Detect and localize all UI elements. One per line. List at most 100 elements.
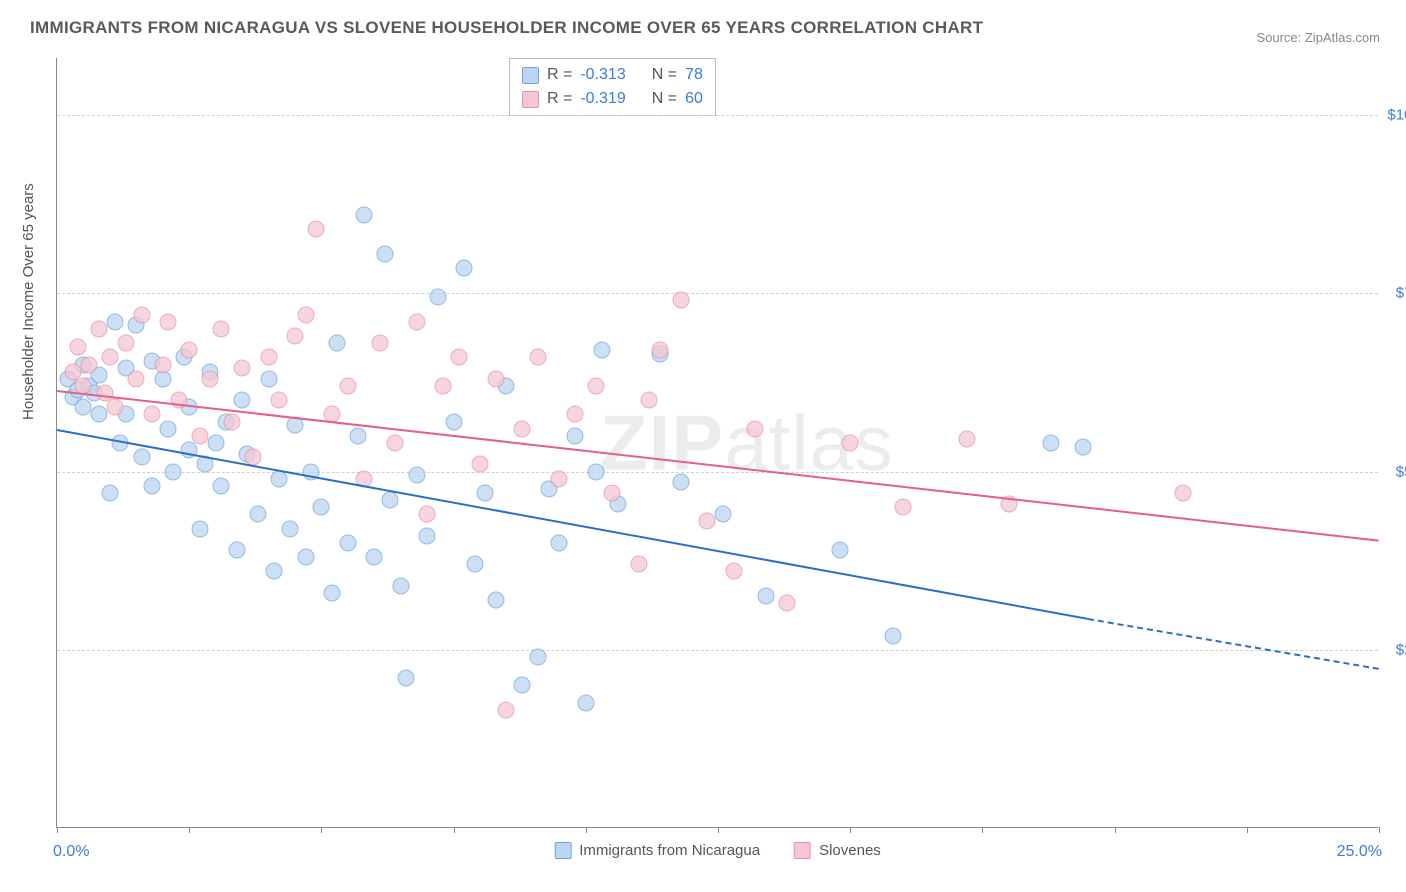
- correlation-legend: R = -0.313 N = 78 R = -0.319 N = 60: [509, 58, 716, 116]
- data-point: [630, 556, 647, 573]
- source-link[interactable]: ZipAtlas.com: [1305, 30, 1380, 45]
- data-point: [408, 313, 425, 330]
- legend-r-value-0: -0.313: [580, 63, 625, 87]
- legend-n-label: N =: [652, 87, 677, 111]
- data-point: [91, 406, 108, 423]
- gridline-h: [57, 115, 1378, 116]
- data-point: [672, 292, 689, 309]
- data-point: [577, 695, 594, 712]
- data-point: [350, 427, 367, 444]
- legend-r-label: R =: [547, 87, 572, 111]
- data-point: [117, 335, 134, 352]
- data-point: [191, 520, 208, 537]
- chart-title: IMMIGRANTS FROM NICARAGUA VS SLOVENE HOU…: [30, 18, 983, 38]
- data-point: [456, 260, 473, 277]
- source-label: Source:: [1256, 30, 1304, 45]
- data-point: [234, 392, 251, 409]
- data-point: [376, 246, 393, 263]
- data-point: [80, 356, 97, 373]
- legend-n-value-0: 78: [685, 63, 703, 87]
- data-point: [1175, 484, 1192, 501]
- data-point: [271, 392, 288, 409]
- gridline-h: [57, 650, 1378, 651]
- data-point: [207, 435, 224, 452]
- data-point: [144, 406, 161, 423]
- y-tick-label: $75,000: [1386, 285, 1406, 302]
- data-point: [228, 541, 245, 558]
- data-point: [699, 513, 716, 530]
- data-point: [133, 449, 150, 466]
- data-point: [154, 356, 171, 373]
- data-point: [75, 399, 92, 416]
- data-point: [260, 349, 277, 366]
- data-point: [144, 477, 161, 494]
- data-point: [419, 506, 436, 523]
- data-point: [831, 541, 848, 558]
- data-point: [747, 420, 764, 437]
- swatch-slovenes: [794, 842, 811, 859]
- y-tick-label: $100,000: [1386, 107, 1406, 124]
- regression-line: [57, 429, 1089, 620]
- data-point: [466, 556, 483, 573]
- x-axis-max: 25.0%: [1337, 843, 1382, 861]
- data-point: [339, 377, 356, 394]
- data-point: [498, 702, 515, 719]
- data-point: [842, 435, 859, 452]
- data-point: [329, 335, 346, 352]
- data-point: [70, 338, 87, 355]
- series-name-1: Slovenes: [819, 842, 881, 859]
- data-point: [107, 399, 124, 416]
- data-point: [672, 474, 689, 491]
- data-point: [604, 484, 621, 501]
- legend-item-nicaragua: Immigrants from Nicaragua: [554, 842, 760, 859]
- legend-n-label: N =: [652, 63, 677, 87]
- legend-r-value-1: -0.319: [580, 87, 625, 111]
- data-point: [514, 677, 531, 694]
- data-point: [641, 392, 658, 409]
- data-point: [530, 349, 547, 366]
- legend-r-label: R =: [547, 63, 572, 87]
- data-point: [1043, 435, 1060, 452]
- series-legend: Immigrants from Nicaragua Slovenes: [554, 842, 881, 859]
- legend-row-slovenes: R = -0.319 N = 60: [522, 87, 703, 111]
- data-point: [107, 313, 124, 330]
- data-point: [202, 370, 219, 387]
- data-point: [297, 549, 314, 566]
- data-point: [260, 370, 277, 387]
- data-point: [551, 470, 568, 487]
- x-tick-mark: [1247, 827, 1248, 833]
- legend-row-nicaragua: R = -0.313 N = 78: [522, 63, 703, 87]
- legend-item-slovenes: Slovenes: [794, 842, 881, 859]
- data-point: [234, 360, 251, 377]
- data-point: [778, 595, 795, 612]
- data-point: [725, 563, 742, 580]
- series-name-0: Immigrants from Nicaragua: [579, 842, 760, 859]
- x-tick-mark: [982, 827, 983, 833]
- x-tick-mark: [718, 827, 719, 833]
- data-point: [323, 584, 340, 601]
- data-point: [588, 463, 605, 480]
- data-point: [128, 370, 145, 387]
- data-point: [895, 499, 912, 516]
- data-point: [715, 506, 732, 523]
- x-tick-mark: [1379, 827, 1380, 833]
- watermark-bold: ZIP: [600, 398, 724, 486]
- swatch-slovenes: [522, 91, 539, 108]
- data-point: [551, 534, 568, 551]
- data-point: [223, 413, 240, 430]
- data-point: [419, 527, 436, 544]
- y-tick-label: $50,000: [1386, 463, 1406, 480]
- x-tick-mark: [454, 827, 455, 833]
- data-point: [477, 484, 494, 501]
- data-point: [408, 467, 425, 484]
- data-point: [1074, 438, 1091, 455]
- chart-plot-area: ZIPatlas R = -0.313 N = 78 R = -0.319 N …: [56, 58, 1378, 828]
- data-point: [398, 670, 415, 687]
- data-point: [593, 342, 610, 359]
- data-point: [567, 406, 584, 423]
- data-point: [313, 499, 330, 516]
- data-point: [387, 435, 404, 452]
- data-point: [588, 377, 605, 394]
- data-point: [530, 648, 547, 665]
- data-point: [212, 320, 229, 337]
